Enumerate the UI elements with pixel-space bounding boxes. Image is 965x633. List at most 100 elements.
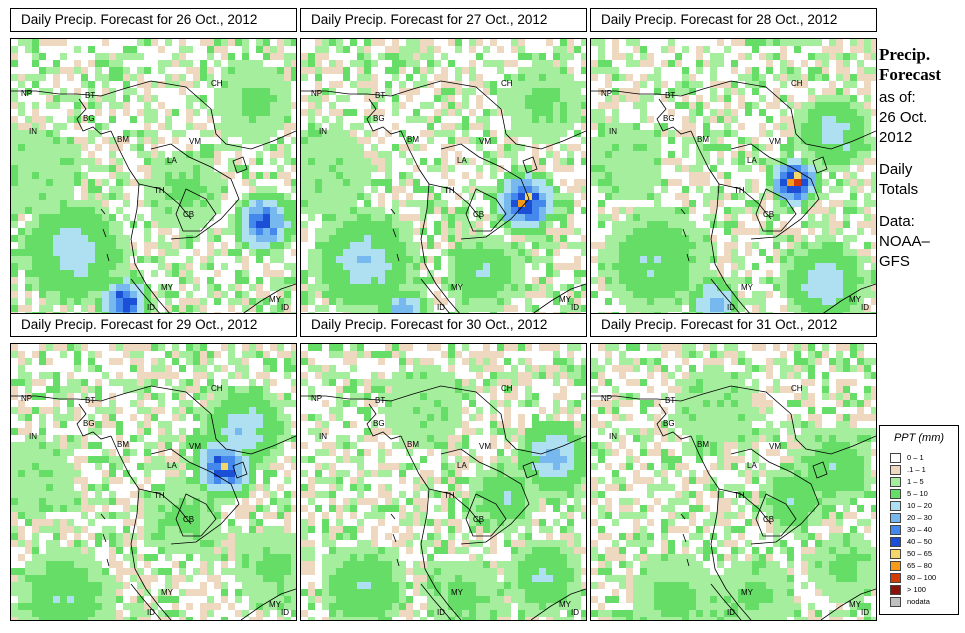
precip-cell — [612, 116, 619, 123]
precip-cell — [546, 39, 553, 46]
precip-cell — [640, 186, 647, 193]
precip-cell — [11, 74, 18, 81]
precip-cell — [647, 172, 654, 179]
precip-cell — [661, 305, 668, 312]
precip-cell — [130, 379, 137, 386]
precip-cell — [284, 263, 291, 270]
precip-cell — [60, 498, 67, 505]
precip-cell — [123, 351, 130, 358]
precip-cell — [780, 193, 787, 200]
precip-cell — [235, 256, 242, 263]
precip-cell — [315, 235, 322, 242]
precip-cell — [74, 158, 81, 165]
precip-cell — [647, 186, 654, 193]
precip-cell — [242, 386, 249, 393]
precip-cell — [130, 242, 137, 249]
precip-cell — [605, 81, 612, 88]
precip-cell — [504, 305, 511, 312]
precip-cell — [455, 137, 462, 144]
precip-cell — [109, 102, 116, 109]
precip-cell — [95, 512, 102, 519]
precip-cell — [717, 60, 724, 67]
precip-cell — [214, 519, 221, 526]
precip-cell — [626, 137, 633, 144]
precip-cell — [315, 186, 322, 193]
precip-cell — [843, 53, 850, 60]
precip-cell — [144, 540, 151, 547]
border-line — [591, 80, 792, 110]
precip-cell — [214, 39, 221, 46]
precip-cell — [179, 407, 186, 414]
precip-cell — [32, 221, 39, 228]
precip-cell — [277, 421, 284, 428]
precip-cell — [871, 284, 876, 291]
precip-cell — [717, 221, 724, 228]
precip-cell — [420, 263, 427, 270]
precip-cell — [780, 123, 787, 130]
precip-cell — [574, 242, 581, 249]
precip-cell — [745, 81, 752, 88]
precip-cell — [46, 526, 53, 533]
precip-cell — [74, 365, 81, 372]
precip-cell — [801, 270, 808, 277]
precip-cell — [88, 456, 95, 463]
precip-cell — [18, 379, 25, 386]
precip-cell — [46, 491, 53, 498]
precip-cell — [794, 158, 801, 165]
precip-cell — [158, 484, 165, 491]
precip-cell — [490, 263, 497, 270]
precip-cell — [291, 575, 296, 582]
precip-cell — [773, 123, 780, 130]
precip-cell — [371, 242, 378, 249]
precip-cell — [829, 242, 836, 249]
precip-cell — [228, 442, 235, 449]
precip-cell — [88, 270, 95, 277]
precip-cell — [724, 179, 731, 186]
precip-cell — [654, 179, 661, 186]
precip-cell — [490, 214, 497, 221]
precip-cell — [109, 498, 116, 505]
precip-cell — [864, 200, 871, 207]
precip-cell — [822, 116, 829, 123]
precip-cell — [710, 144, 717, 151]
precip-cell — [67, 414, 74, 421]
precip-cell — [497, 242, 504, 249]
precip-cell — [532, 277, 539, 284]
precip-cell — [116, 540, 123, 547]
precip-cell — [291, 386, 296, 393]
country-label-id2: ID — [861, 303, 869, 312]
precip-cell — [263, 540, 270, 547]
country-label-cb: CB — [473, 210, 484, 219]
precip-cell — [200, 123, 207, 130]
country-label-bm: BM — [697, 135, 709, 144]
precip-cell — [787, 270, 794, 277]
precip-cell — [291, 421, 296, 428]
precip-cell — [539, 109, 546, 116]
precip-cell — [801, 207, 808, 214]
precip-cell — [46, 67, 53, 74]
precip-cell — [605, 95, 612, 102]
precip-cell — [179, 305, 186, 312]
precip-cell — [462, 123, 469, 130]
precip-cell — [256, 88, 263, 95]
precip-cell — [640, 53, 647, 60]
precip-cell — [829, 123, 836, 130]
precip-cell — [343, 298, 350, 305]
precip-cell — [822, 242, 829, 249]
precip-cell — [434, 130, 441, 137]
precip-cell — [647, 53, 654, 60]
precip-cell — [193, 365, 200, 372]
precip-cell — [249, 214, 256, 221]
precip-cell — [53, 249, 60, 256]
precip-cell — [242, 589, 249, 596]
precip-cell — [109, 582, 116, 589]
precip-cell — [357, 151, 364, 158]
precip-cell — [39, 449, 46, 456]
precip-cell — [81, 456, 88, 463]
precip-cell — [336, 351, 343, 358]
precip-cell — [60, 435, 67, 442]
precip-cell — [256, 60, 263, 67]
precip-cell — [385, 284, 392, 291]
precip-cell — [668, 95, 675, 102]
precip-cell — [277, 435, 284, 442]
